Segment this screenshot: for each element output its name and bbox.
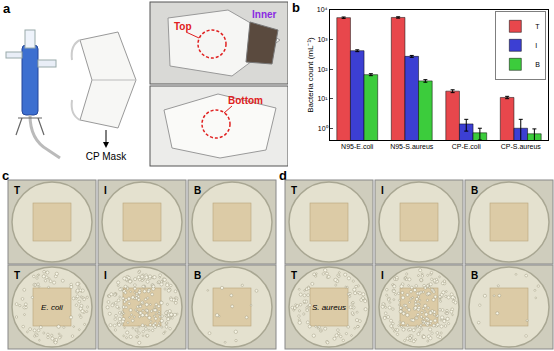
svg-text:Inner: Inner [252, 9, 277, 20]
svg-text:I: I [104, 270, 107, 281]
svg-text:Top: Top [174, 21, 192, 32]
svg-text:10¹: 10¹ [317, 95, 328, 102]
svg-text:T: T [291, 270, 297, 281]
svg-text:N95-S.aureus: N95-S.aureus [390, 143, 434, 150]
svg-text:T: T [14, 185, 20, 196]
svg-text:B: B [194, 270, 201, 281]
svg-text:CP Mask: CP Mask [86, 151, 127, 162]
svg-text:10⁴: 10⁴ [317, 6, 328, 13]
svg-text:N95-E.coli: N95-E.coli [341, 143, 374, 150]
svg-text:B: B [471, 185, 478, 196]
svg-text:CP-S.aureus: CP-S.aureus [501, 143, 542, 150]
svg-text:a: a [3, 1, 11, 16]
svg-text:T: T [535, 23, 540, 30]
svg-text:B: B [471, 270, 478, 281]
svg-text:I: I [381, 185, 384, 196]
svg-text:10²: 10² [317, 66, 328, 73]
svg-text:I: I [381, 270, 384, 281]
svg-text:10⁰: 10⁰ [318, 125, 329, 132]
svg-text:CP-E.coli: CP-E.coli [452, 143, 482, 150]
svg-text:Bottom: Bottom [228, 95, 263, 106]
svg-text:c: c [2, 168, 10, 183]
html-text:b: b [292, 0, 300, 15]
svg-text:S. aureus: S. aureus [312, 303, 346, 312]
svg-text:T: T [291, 185, 297, 196]
svg-text:10³: 10³ [317, 36, 328, 43]
svg-text:I: I [104, 185, 107, 196]
svg-text:Bacteria count (mL⁻¹): Bacteria count (mL⁻¹) [306, 37, 315, 113]
svg-text:B: B [194, 185, 201, 196]
svg-text:B: B [535, 61, 540, 68]
svg-text:T: T [14, 270, 20, 281]
svg-text:I: I [535, 42, 537, 49]
svg-text:d: d [279, 168, 287, 183]
svg-text:E. coli: E. coli [41, 303, 63, 312]
